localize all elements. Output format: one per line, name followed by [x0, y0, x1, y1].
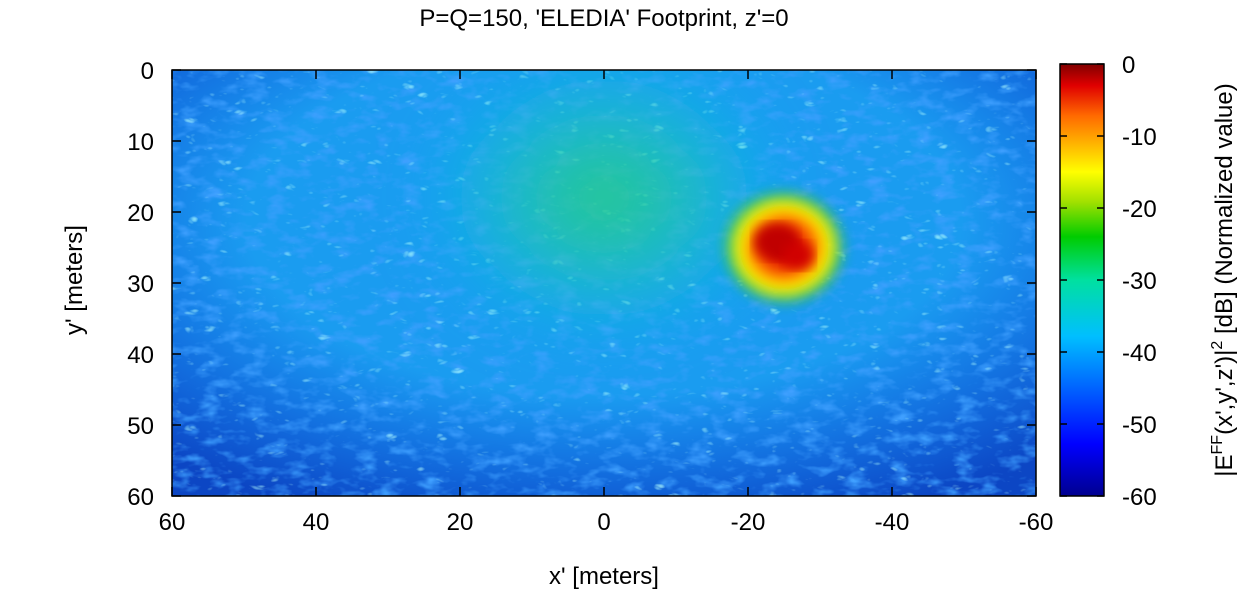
y-tick-label: 60 — [127, 484, 154, 511]
y-tick-label: 20 — [127, 200, 154, 227]
y-axis: 0 10 20 30 40 50 60 — [127, 58, 1036, 511]
x-axis: 60 40 20 0 -20 -40 -60 — [159, 70, 1054, 536]
x-tick-label: -60 — [1019, 509, 1054, 536]
x-tick-label: 20 — [447, 509, 474, 536]
colorbar-tick-label: -10 — [1122, 124, 1157, 151]
x-tick-label: 0 — [597, 509, 610, 536]
y-tick-label: 30 — [127, 271, 154, 298]
colorbar-tick-label: -40 — [1122, 340, 1157, 367]
colorbar-label-main: |E — [1211, 454, 1238, 476]
main-beam-core-secondary — [782, 241, 814, 270]
y-tick-label: 10 — [127, 129, 154, 156]
colorbar — [1059, 63, 1105, 497]
x-tick-label: -40 — [875, 509, 910, 536]
colorbar-label: |EFF(x',y',z')|2 [dB] (Normalized value) — [1209, 83, 1238, 476]
heatmap-plot-area — [172, 70, 1036, 496]
chart-title: P=Q=150, 'ELEDIA' Footprint, z'=0 — [419, 5, 788, 32]
diffuse-region-glow — [414, 70, 794, 348]
x-tick-label: 60 — [159, 509, 186, 536]
x-tick-label: 40 — [303, 509, 330, 536]
colorbar-tick-label: -60 — [1122, 484, 1157, 511]
y-tick-label: 50 — [127, 413, 154, 440]
y-tick-label: 0 — [141, 58, 154, 85]
colorbar-tick-label: 0 — [1122, 52, 1135, 79]
colorbar-axis: 0 -10 -20 -30 -40 -50 -60 — [1060, 52, 1157, 511]
heatmap-features — [414, 70, 846, 348]
colorbar-label-sup1: FF — [1209, 435, 1226, 455]
x-tick-label: -20 — [731, 509, 766, 536]
colorbar-tick-label: -20 — [1122, 196, 1157, 223]
y-axis-label: y' [meters] — [61, 225, 88, 335]
colorbar-label-tail: [dB] (Normalized value) — [1211, 83, 1238, 340]
x-axis-label: x' [meters] — [549, 563, 659, 590]
colorbar-label-sup2: 2 — [1209, 341, 1226, 350]
colorbar-label-middle: (x',y',z')| — [1211, 350, 1238, 435]
colorbar-tick-label: -30 — [1122, 268, 1157, 295]
colorbar-tick-label: -50 — [1122, 412, 1157, 439]
y-tick-label: 40 — [127, 342, 154, 369]
